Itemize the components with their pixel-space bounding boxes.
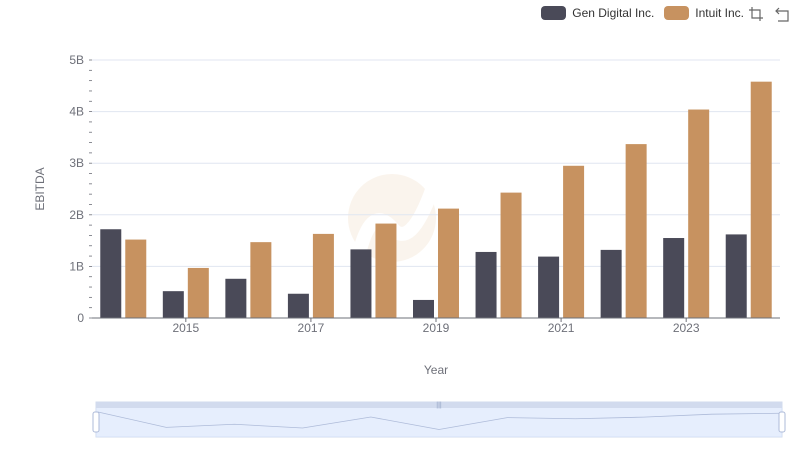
- bar-gen-digital-2014[interactable]: [100, 229, 122, 318]
- slider-drag-grip[interactable]: |||: [436, 402, 442, 409]
- legend-item-gen-digital[interactable]: Gen Digital Inc.: [541, 6, 654, 20]
- bar-intuit-2014[interactable]: [125, 239, 147, 318]
- bar-gen-digital-2016[interactable]: [225, 278, 247, 318]
- legend-label-gen-digital: Gen Digital Inc.: [572, 6, 655, 20]
- y-tick-label: 3B: [69, 156, 84, 170]
- legend-swatch-gen-digital: [541, 6, 567, 20]
- legend: Gen Digital Inc. Intuit Inc.: [541, 4, 744, 22]
- bar-gen-digital-2023[interactable]: [663, 238, 685, 318]
- bar-intuit-2015[interactable]: [187, 267, 209, 318]
- bar-gen-digital-2021[interactable]: [538, 256, 560, 318]
- bar-intuit-2021[interactable]: [563, 165, 585, 318]
- x-tick-label: 2019: [423, 321, 450, 335]
- bar-intuit-2024[interactable]: [750, 81, 772, 318]
- x-axis-title: Year: [424, 363, 448, 377]
- bar-gen-digital-2019[interactable]: [413, 299, 434, 318]
- bar-gen-digital-2017[interactable]: [287, 293, 309, 318]
- slider-top-bar[interactable]: [96, 402, 782, 408]
- bar-intuit-2019[interactable]: [438, 208, 459, 318]
- restore-icon[interactable]: [774, 6, 790, 22]
- bar-gen-digital-2024[interactable]: [725, 234, 747, 318]
- toolbox: [748, 6, 790, 22]
- slider-handle-right[interactable]: [778, 411, 786, 433]
- x-tick-label: 2015: [172, 321, 199, 335]
- x-tick-label: 2023: [673, 321, 700, 335]
- slider-preview-line: [97, 411, 781, 430]
- x-tick-label: 2017: [298, 321, 325, 335]
- slider-handle-left[interactable]: [92, 411, 100, 433]
- y-tick-label: 1B: [69, 259, 84, 273]
- x-axis-labels: 2015 2017 2019 2021 2023: [172, 318, 700, 335]
- bar-intuit-2016[interactable]: [250, 242, 272, 318]
- y-axis-labels: 0 1B 2B 3B 4B 5B: [69, 53, 84, 325]
- y-tick-label: 0: [77, 311, 84, 325]
- y-axis-ticks: [89, 59, 92, 319]
- bars: [100, 81, 772, 318]
- bar-intuit-2020[interactable]: [500, 192, 522, 318]
- bar-gen-digital-2020[interactable]: [475, 251, 497, 318]
- bar-intuit-2018[interactable]: [375, 223, 397, 318]
- x-tick-label: 2021: [548, 321, 575, 335]
- y-tick-label: 4B: [69, 105, 84, 119]
- legend-swatch-intuit: [664, 6, 690, 20]
- zoom-icon[interactable]: [748, 6, 764, 22]
- grid-lines: [92, 59, 780, 267]
- bar-intuit-2022[interactable]: [625, 144, 647, 318]
- bar-gen-digital-2015[interactable]: [162, 291, 184, 318]
- bar-intuit-2017[interactable]: [312, 233, 334, 318]
- bar-intuit-2023[interactable]: [688, 109, 710, 318]
- legend-item-intuit[interactable]: Intuit Inc.: [664, 6, 744, 20]
- y-axis-title: EBITDA: [33, 167, 47, 210]
- bar-gen-digital-2022[interactable]: [600, 249, 622, 318]
- y-tick-label: 2B: [69, 208, 84, 222]
- y-tick-label: 5B: [69, 53, 84, 67]
- legend-label-intuit: Intuit Inc.: [695, 6, 744, 20]
- bar-gen-digital-2018[interactable]: [350, 249, 372, 318]
